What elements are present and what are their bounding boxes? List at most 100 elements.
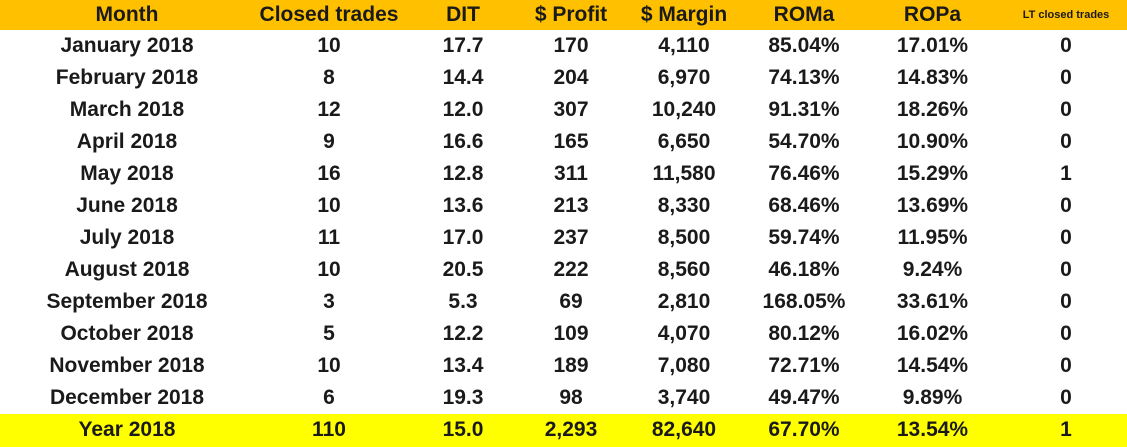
cell-lt-closed-trades: 0	[1060, 98, 1072, 121]
cell-roma: 168.05%	[762, 290, 846, 313]
cell-month: May 2018	[80, 162, 174, 185]
cell-lt-closed-trades: 0	[1060, 226, 1072, 249]
cell-roma: 74.13%	[768, 66, 840, 89]
total-row: Year 2018 110 15.0 2,293 82,640 67.70% 1…	[0, 414, 1127, 447]
cell-month: December 2018	[49, 386, 205, 409]
cell-month: April 2018	[76, 130, 178, 153]
cell-margin: 11,580	[652, 162, 716, 185]
cell-roma: 80.12%	[768, 322, 840, 345]
cell-roma: 91.31%	[768, 98, 840, 121]
cell-profit: 311	[554, 162, 588, 185]
table-row: August 2018 10 20.5 222 8,560 46.18% 9.24% 0	[0, 254, 1127, 286]
cell-closed-trades: 11	[317, 226, 341, 249]
cell-month: August 2018	[64, 258, 190, 281]
cell-lt-closed-trades: 0	[1060, 290, 1072, 313]
cell-profit: 69	[559, 290, 583, 313]
cell-roma: 54.70%	[768, 130, 840, 153]
cell-profit: 170	[553, 34, 589, 57]
column-header-margin: $ Margin	[620, 0, 748, 30]
cell-closed-trades: 10	[317, 354, 341, 377]
cell-month: June 2018	[76, 194, 178, 217]
header-row: Month Closed trades DIT $ Profit $ Margi…	[0, 0, 1127, 30]
cell-profit: 237	[553, 226, 589, 249]
cell-ropa: 10.90%	[896, 130, 969, 153]
total-lt-closed-trades: 1	[1005, 414, 1127, 447]
cell-ropa: 9.24%	[902, 258, 963, 281]
cell-profit: 189	[553, 354, 589, 377]
cell-lt-closed-trades: 0	[1060, 354, 1072, 377]
cell-dit: 14.4	[442, 66, 484, 89]
cell-profit: 222	[553, 258, 589, 281]
table-row: July 2018 11 17.0 237 8,500 59.74% 11.95% 0	[0, 222, 1127, 254]
cell-closed-trades: 9	[323, 130, 335, 153]
table-row: December 2018 6 19.3 98 3,740 49.47% 9.89% 0	[0, 382, 1127, 414]
cell-ropa: 15.29%	[896, 162, 969, 185]
table-row: April 2018 9 16.6 165 6,650 54.70% 10.90% 0	[0, 126, 1127, 158]
table-body: January 2018 10 17.7 170 4,110 85.04% 17.01% 0 F…	[0, 30, 1127, 414]
column-header-dit: DIT	[404, 0, 522, 30]
cell-ropa: 14.54%	[896, 354, 969, 377]
total-roma: 67.70%	[748, 414, 860, 447]
cell-profit: 204	[553, 66, 589, 89]
cell-ropa: 11.95%	[897, 226, 968, 249]
cell-margin: 6,650	[657, 130, 711, 153]
cell-profit: 165	[553, 130, 589, 153]
cell-lt-closed-trades: 0	[1060, 258, 1072, 281]
total-month: Year 2018	[0, 414, 254, 447]
cell-roma: 72.71%	[768, 354, 840, 377]
cell-margin: 8,500	[657, 226, 711, 249]
cell-ropa: 18.26%	[896, 98, 969, 121]
cell-roma: 68.46%	[768, 194, 840, 217]
cell-month: February 2018	[55, 66, 199, 89]
cell-dit: 12.0	[442, 98, 484, 121]
total-dit: 15.0	[404, 414, 522, 447]
table-row: November 2018 10 13.4 189 7,080 72.71% 14.54% 0	[0, 350, 1127, 382]
total-margin: 82,640	[620, 414, 748, 447]
cell-margin: 8,330	[657, 194, 711, 217]
column-header-roma: ROMa	[748, 0, 860, 30]
column-header-closed-trades: Closed trades	[254, 0, 404, 30]
cell-lt-closed-trades: 0	[1060, 34, 1072, 57]
cell-dit: 13.4	[442, 354, 484, 377]
cell-dit: 12.8	[442, 162, 484, 185]
cell-roma: 46.18%	[768, 258, 840, 281]
cell-margin: 4,110	[658, 34, 710, 57]
cell-margin: 8,560	[657, 258, 711, 281]
cell-lt-closed-trades: 1	[1060, 162, 1072, 185]
cell-margin: 10,240	[651, 98, 717, 121]
total-ropa: 13.54%	[860, 414, 1005, 447]
column-header-ropa: ROPa	[860, 0, 1005, 30]
cell-profit: 307	[553, 98, 589, 121]
total-closed-trades: 110	[254, 414, 404, 447]
cell-closed-trades: 12	[317, 98, 341, 121]
cell-closed-trades: 16	[317, 162, 341, 185]
cell-month: September 2018	[46, 290, 208, 313]
cell-margin: 6,970	[657, 66, 711, 89]
cell-month: November 2018	[49, 354, 205, 377]
cell-ropa: 17.01%	[896, 34, 969, 57]
total-profit: 2,293	[522, 414, 620, 447]
cell-dit: 5.3	[448, 290, 478, 313]
cell-closed-trades: 5	[323, 322, 335, 345]
column-header-lt-closed-trades: LT closed trades	[1005, 0, 1127, 30]
cell-roma: 49.47%	[768, 386, 840, 409]
table-row: September 2018 3 5.3 69 2,810 168.05% 33.61% 0	[0, 286, 1127, 318]
column-header-profit: $ Profit	[522, 0, 620, 30]
cell-lt-closed-trades: 0	[1060, 322, 1072, 345]
cell-closed-trades: 6	[323, 386, 335, 409]
table-row: January 2018 10 17.7 170 4,110 85.04% 17.01% 0	[0, 30, 1127, 62]
cell-profit: 98	[559, 386, 583, 409]
cell-dit: 13.6	[442, 194, 484, 217]
cell-lt-closed-trades: 0	[1060, 130, 1072, 153]
cell-month: October 2018	[60, 322, 194, 345]
cell-month: March 2018	[69, 98, 185, 121]
cell-closed-trades: 3	[323, 290, 335, 313]
cell-month: January 2018	[60, 34, 194, 57]
cell-dit: 17.0	[442, 226, 484, 249]
cell-dit: 20.5	[442, 258, 484, 281]
cell-margin: 3,740	[657, 386, 711, 409]
cell-month: July 2018	[79, 226, 175, 249]
cell-roma: 59.74%	[768, 226, 840, 249]
cell-profit: 213	[553, 194, 589, 217]
